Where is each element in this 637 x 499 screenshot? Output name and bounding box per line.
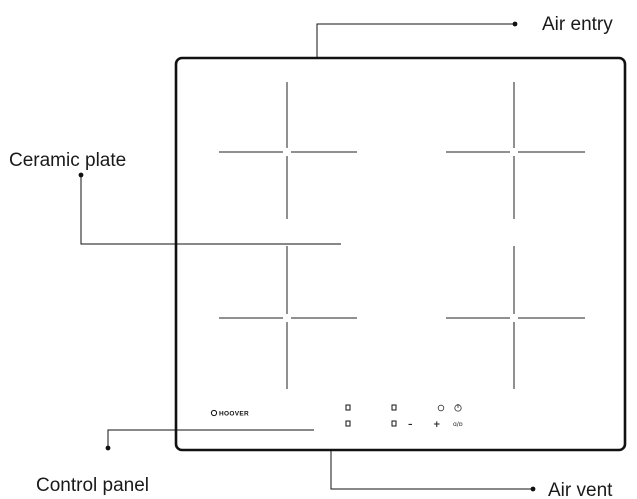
zone-key-icon	[345, 404, 397, 427]
leader-dot-air-vent	[530, 486, 536, 492]
timer-icon	[437, 404, 445, 412]
brand-name: HOOVER	[219, 411, 249, 418]
leader-air-entry	[316, 23, 515, 58]
plus-key: +	[433, 420, 441, 430]
control-panel: HOOVER – + ɑ/ɒ	[210, 404, 463, 430]
label-air-vent: Air vent	[548, 480, 613, 499]
label-air-entry: Air entry	[542, 14, 613, 35]
hob-outline	[174, 56, 627, 452]
leader-air-vent	[330, 450, 533, 490]
power-icon	[454, 404, 462, 412]
zone-bottom-left	[219, 246, 357, 389]
leader-ceramic-plate	[80, 175, 341, 245]
zone-bottom-right	[446, 246, 585, 389]
label-ceramic-plate: Ceramic plate	[9, 150, 126, 171]
zone-top-right	[446, 82, 585, 219]
leader-dot-control-panel	[105, 445, 111, 451]
brand-logo-icon	[210, 409, 218, 417]
label-control-panel: Control panel	[36, 475, 149, 496]
leader-dot-air-entry	[512, 21, 518, 27]
leader-dot-ceramic-plate	[78, 172, 84, 178]
zone-top-left	[219, 82, 357, 219]
lock-key: ɑ/ɒ	[453, 421, 463, 428]
leader-control-panel	[107, 429, 314, 448]
minus-key: –	[408, 420, 413, 430]
